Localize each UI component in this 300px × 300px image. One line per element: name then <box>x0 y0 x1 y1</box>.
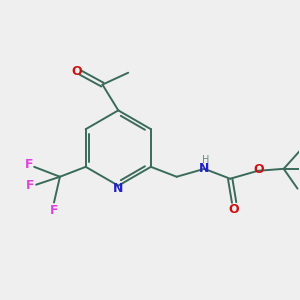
Text: N: N <box>113 182 124 195</box>
Text: H: H <box>202 155 209 165</box>
Text: O: O <box>254 163 264 176</box>
Text: O: O <box>71 65 82 78</box>
Text: F: F <box>26 179 34 192</box>
Text: F: F <box>25 158 34 171</box>
Text: N: N <box>199 162 210 175</box>
Text: O: O <box>229 203 239 216</box>
Text: F: F <box>50 204 58 217</box>
